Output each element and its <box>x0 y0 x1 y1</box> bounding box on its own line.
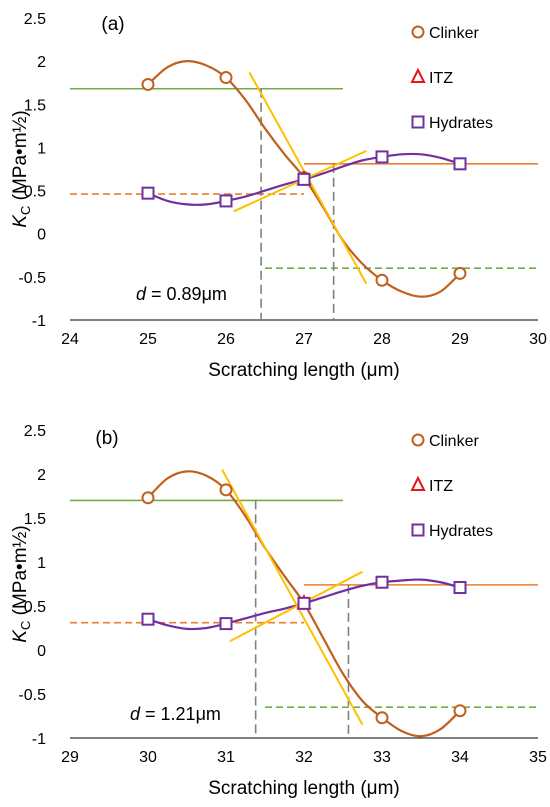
y-tick-label: 1.5 <box>24 511 46 528</box>
x-tick-label: 29 <box>451 331 469 348</box>
data-point-hydrates <box>453 157 467 171</box>
x-tick-label: 27 <box>295 331 313 348</box>
x-tick-label: 24 <box>61 331 79 348</box>
x-tick-label: 32 <box>295 749 313 766</box>
x-tick-label: 35 <box>529 749 547 766</box>
data-point-hydrates <box>297 596 311 610</box>
x-tick-label: 31 <box>217 749 235 766</box>
chart-panel-a: 24 25 26 27 28 29 30 -1 -0.5 0 0.5 1 1.5 2 2.5 Scratchi… <box>10 11 547 381</box>
legend-marker-itz <box>410 475 426 491</box>
tangent-line <box>229 570 363 643</box>
data-point-clinker <box>219 483 233 497</box>
y-tick-label: 1.5 <box>24 97 46 114</box>
legend-marker-clinker <box>411 433 425 447</box>
y-tick-label: -1 <box>32 731 46 748</box>
legend-label-hydrates: Hydrates <box>429 115 493 132</box>
x-axis-label: Scratching length (μm) <box>208 360 400 381</box>
y-tick-label: 0 <box>37 227 46 244</box>
y-tick-label: 2 <box>37 467 46 484</box>
x-tick-label: 30 <box>529 331 547 348</box>
legend-marker-hydrates <box>411 115 425 129</box>
legend-label-clinker: Clinker <box>429 25 479 42</box>
panel-label: (a) <box>101 14 124 35</box>
data-point-hydrates <box>453 581 467 595</box>
y-tick-label: 1 <box>37 140 46 157</box>
legend-marker-itz <box>410 67 426 83</box>
x-tick-label: 26 <box>217 331 235 348</box>
data-point-hydrates <box>375 150 389 164</box>
y-tick-label: 0 <box>37 643 46 660</box>
y-tick-label: 2.5 <box>24 11 46 28</box>
legend-marker-clinker <box>411 25 425 39</box>
distance-annotation: d = 0.89μm <box>136 284 227 304</box>
data-point-hydrates <box>375 575 389 589</box>
data-point-hydrates <box>219 194 233 208</box>
data-point-clinker <box>453 266 467 280</box>
y-tick-label: 2.5 <box>24 423 46 440</box>
x-tick-label: 30 <box>139 749 157 766</box>
y-tick-label: 0.5 <box>24 184 46 201</box>
data-point-clinker <box>141 491 155 505</box>
data-point-hydrates <box>141 186 155 200</box>
data-point-clinker <box>375 711 389 725</box>
legend-marker-hydrates <box>411 523 425 537</box>
y-tick-label: -0.5 <box>18 687 46 704</box>
chart-panel-b: 29 30 31 32 33 34 35 -1 -0.5 0 0.5 1 1.5 2 2.5 Scratchi… <box>10 423 547 799</box>
data-point-clinker <box>375 273 389 287</box>
y-tick-label: 1 <box>37 555 46 572</box>
y-tick-label: -1 <box>32 313 46 330</box>
y-axis-label: KC (MPa•m½) <box>10 110 33 227</box>
y-tick-label: 2 <box>37 54 46 71</box>
data-point-hydrates <box>297 172 311 186</box>
x-tick-label: 33 <box>373 749 391 766</box>
data-point-clinker <box>141 77 155 91</box>
y-axis-label: KC (MPa•m½) <box>10 525 33 642</box>
y-tick-label: 0.5 <box>24 599 46 616</box>
legend-label-clinker: Clinker <box>429 433 479 450</box>
distance-annotation: d = 1.21μm <box>130 704 221 724</box>
x-tick-label: 29 <box>61 749 79 766</box>
data-point-hydrates <box>219 617 233 631</box>
x-axis-label: Scratching length (μm) <box>208 778 400 799</box>
y-tick-label: -0.5 <box>18 270 46 287</box>
tangent-line <box>221 469 364 726</box>
data-point-hydrates <box>141 612 155 626</box>
data-point-clinker <box>453 704 467 718</box>
x-tick-label: 25 <box>139 331 157 348</box>
legend-label-hydrates: Hydrates <box>429 523 493 540</box>
x-tick-label: 28 <box>373 331 391 348</box>
data-point-clinker <box>219 71 233 85</box>
panel-label: (b) <box>95 428 118 449</box>
legend-label-itz: ITZ <box>429 478 453 495</box>
legend-label-itz: ITZ <box>429 70 453 87</box>
x-tick-label: 34 <box>451 749 469 766</box>
